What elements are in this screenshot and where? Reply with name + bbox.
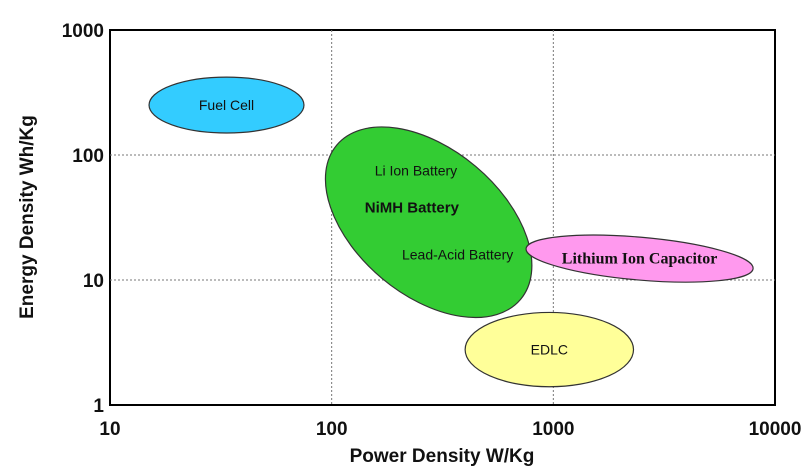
x-tick-label: 10000 (749, 419, 802, 440)
y-tick-label: 10 (83, 271, 104, 292)
region-label: NiMH Battery (365, 200, 460, 217)
regions (148, 76, 754, 388)
region-edlc (464, 311, 635, 388)
region-label: Fuel Cell (199, 97, 254, 113)
region-labels: Fuel Cell Li Ion Battery NiMH Battery Lead-… (199, 97, 717, 358)
y-tick-label: 1 (93, 396, 104, 417)
region-lithium-ion-capacitor (525, 234, 754, 283)
region-fuel-cell (148, 76, 305, 134)
x-tick-label: 1000 (532, 419, 574, 440)
x-axis-label: Power Density W/Kg (350, 446, 535, 467)
region-battery (324, 126, 533, 319)
x-tick-labels: 10 100 1000 10000 (99, 419, 801, 440)
region-label: Lead-Acid Battery (402, 246, 513, 262)
region-label: Lithium Ion Capacitor (562, 251, 718, 268)
y-tick-label: 1000 (62, 21, 104, 42)
y-tick-label: 100 (72, 146, 104, 167)
x-tick-label: 10 (99, 419, 120, 440)
y-tick-labels: 1 10 100 1000 (62, 21, 105, 417)
x-tick-label: 100 (316, 419, 348, 440)
region-label: Li Ion Battery (375, 163, 458, 179)
y-axis-label: Energy Density Wh/Kg (17, 115, 38, 319)
region-label: EDLC (531, 342, 568, 358)
